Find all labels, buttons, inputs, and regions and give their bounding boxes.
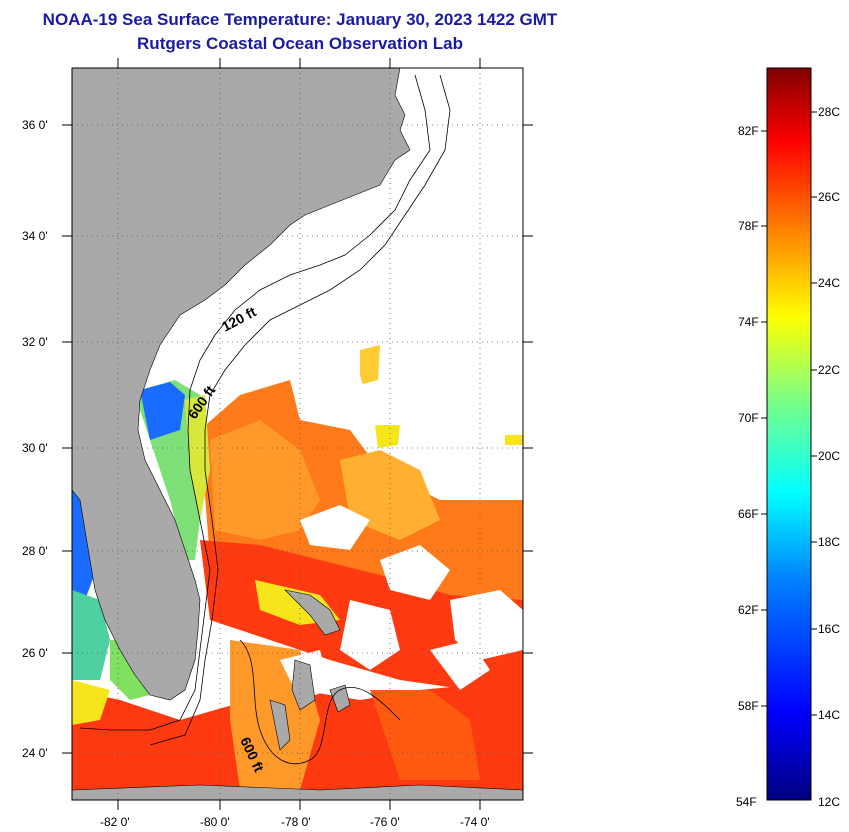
colorbar-c-16: 16C [818, 622, 840, 636]
colorbar-ticks [761, 111, 817, 716]
lat-label-36: 36 0' [22, 118, 48, 132]
colorbar-f-70: 70F [738, 411, 759, 425]
colorbar: 82F 78F 74F 70F 66F 62F 58F 54F 28C 26C … [736, 67, 840, 809]
map-frame [71, 67, 524, 801]
cloud-patches [280, 375, 523, 700]
colorbar-f-62: 62F [738, 603, 759, 617]
lat-label-30: 30 0' [22, 441, 48, 455]
lon-label-76: -76 0' [370, 815, 400, 829]
colorbar-c-18: 18C [818, 535, 840, 549]
colorbar-c-12: 12C [818, 795, 840, 809]
lat-label-24: 24 0' [22, 746, 48, 760]
title-line-2: Rutgers Coastal Ocean Observation Lab [137, 34, 463, 53]
depth-contours [79, 74, 451, 765]
colorbar-f-66: 66F [738, 507, 759, 521]
colorbar-f-74: 74F [738, 315, 759, 329]
latitude-labels: 36 0' 34 0' 32 0' 30 0' 28 0' 26 0' 24 0… [22, 118, 48, 760]
lon-label-82: -82 0' [100, 815, 130, 829]
colorbar-c-28: 28C [818, 105, 840, 119]
lat-label-32: 32 0' [22, 335, 48, 349]
axis-ticks [62, 58, 533, 810]
colorbar-f-54: 54F [736, 795, 757, 809]
land-us-coast [72, 68, 411, 701]
lat-label-28: 28 0' [22, 544, 48, 558]
colorbar-f-82: 82F [738, 124, 759, 138]
lon-label-78: -78 0' [281, 815, 311, 829]
map-panel [72, 68, 523, 800]
lon-label-80: -80 0' [200, 815, 230, 829]
colorbar-c-14: 14C [818, 708, 840, 722]
colorbar-c-26: 26C [818, 190, 840, 204]
colorbar-c-22: 22C [818, 363, 840, 377]
islands [72, 589, 523, 800]
lon-label-74: -74 0' [460, 815, 490, 829]
lat-label-34: 34 0' [22, 229, 48, 243]
colorbar-f-78: 78F [738, 219, 759, 233]
title-line-1: NOAA-19 Sea Surface Temperature: January… [42, 10, 558, 29]
longitude-labels: -82 0' -80 0' -78 0' -76 0' -74 0' [100, 815, 490, 829]
colorbar-c-24: 24C [818, 276, 840, 290]
lat-label-26: 26 0' [22, 646, 48, 660]
map-grid [72, 68, 523, 800]
colorbar-c-20: 20C [818, 449, 840, 463]
colorbar-f-58: 58F [738, 699, 759, 713]
colorbar-gradient [766, 67, 812, 801]
